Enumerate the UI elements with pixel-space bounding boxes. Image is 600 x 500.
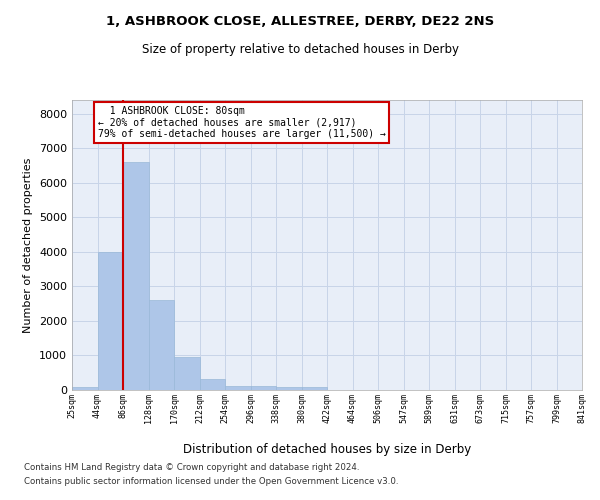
Y-axis label: Number of detached properties: Number of detached properties [23, 158, 34, 332]
Bar [174, 357, 199, 390]
Bar [251, 386, 276, 390]
Bar [72, 388, 97, 390]
Bar [225, 386, 251, 390]
Text: Size of property relative to detached houses in Derby: Size of property relative to detached ho… [142, 42, 458, 56]
Text: 1 ASHBROOK CLOSE: 80sqm  
← 20% of detached houses are smaller (2,917)
79% of se: 1 ASHBROOK CLOSE: 80sqm ← 20% of detache… [97, 106, 385, 139]
Bar [97, 252, 123, 390]
Bar [276, 388, 302, 390]
Bar [302, 388, 327, 390]
Text: Contains HM Land Registry data © Crown copyright and database right 2024.: Contains HM Land Registry data © Crown c… [24, 464, 359, 472]
Text: 1, ASHBROOK CLOSE, ALLESTREE, DERBY, DE22 2NS: 1, ASHBROOK CLOSE, ALLESTREE, DERBY, DE2… [106, 15, 494, 28]
Bar [149, 300, 174, 390]
Text: Contains public sector information licensed under the Open Government Licence v3: Contains public sector information licen… [24, 477, 398, 486]
Text: Distribution of detached houses by size in Derby: Distribution of detached houses by size … [183, 442, 471, 456]
Bar [123, 162, 149, 390]
Bar [199, 378, 225, 390]
